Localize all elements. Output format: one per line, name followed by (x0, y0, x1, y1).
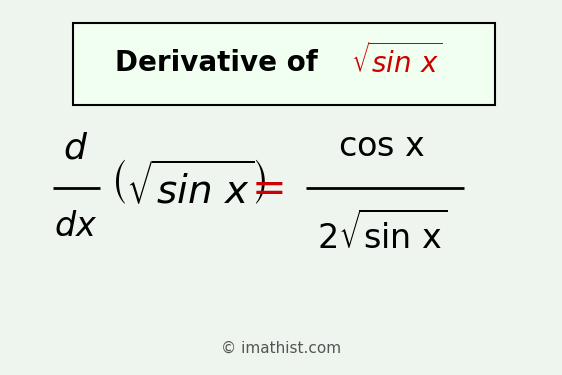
Text: $2\sqrt{\mathrm{sin\ x}}$: $2\sqrt{\mathrm{sin\ x}}$ (317, 212, 447, 256)
Text: $\sqrt{\mathit{sin}\ \mathit{x}}$: $\sqrt{\mathit{sin}\ \mathit{x}}$ (351, 44, 442, 80)
Text: $=$: $=$ (243, 166, 283, 208)
Text: $\mathit{dx}$: $\mathit{dx}$ (55, 210, 97, 243)
Text: $\mathit{d}$: $\mathit{d}$ (64, 132, 88, 166)
FancyBboxPatch shape (73, 22, 495, 105)
Text: Derivative of: Derivative of (115, 49, 328, 77)
Text: $\mathrm{cos\ x}$: $\mathrm{cos\ x}$ (338, 130, 426, 163)
Text: © imathist.com: © imathist.com (221, 340, 341, 356)
Text: $\left(\sqrt{\mathit{sin}\ \mathit{x}}\right)$: $\left(\sqrt{\mathit{sin}\ \mathit{x}}\r… (110, 163, 266, 212)
